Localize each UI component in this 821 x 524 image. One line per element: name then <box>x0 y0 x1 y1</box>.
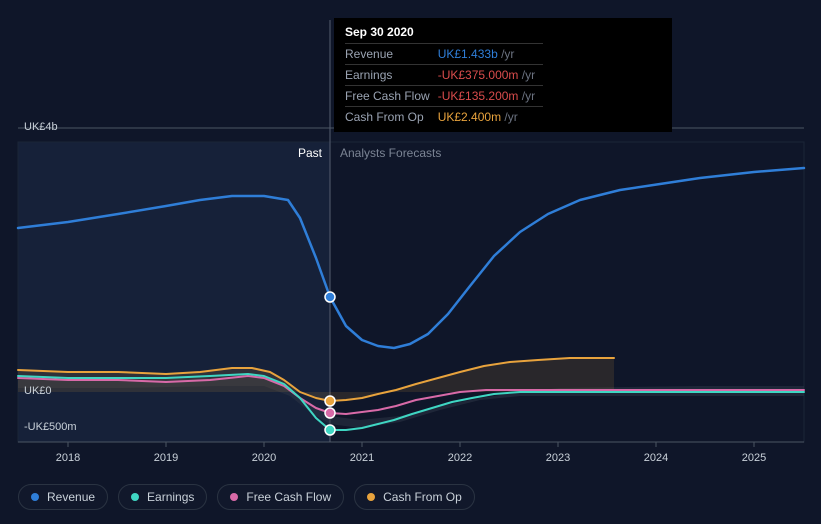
tooltip-row: RevenueUK£1.433b /yr <box>345 44 543 65</box>
legend-label: Free Cash Flow <box>246 490 331 504</box>
x-axis-label: 2025 <box>742 452 766 464</box>
financials-chart: Sep 30 2020 RevenueUK£1.433b /yrEarnings… <box>0 0 821 524</box>
x-axis-label: 2018 <box>56 452 80 464</box>
x-axis-label: 2023 <box>546 452 570 464</box>
legend-item[interactable]: Revenue <box>18 484 108 510</box>
legend-item[interactable]: Free Cash Flow <box>217 484 344 510</box>
tooltip-row: Cash From OpUK£2.400m /yr <box>345 107 543 128</box>
tooltip-row-label: Earnings <box>345 65 438 86</box>
chart-legend: Revenue Earnings Free Cash Flow Cash From O… <box>18 484 475 510</box>
x-axis-label: 2020 <box>252 452 276 464</box>
chart-tooltip: Sep 30 2020 RevenueUK£1.433b /yrEarnings… <box>334 18 672 132</box>
legend-label: Earnings <box>147 490 194 504</box>
legend-label: Cash From Op <box>383 490 462 504</box>
tooltip-row-value: UK£2.400m /yr <box>438 107 543 128</box>
y-axis-label: UK£0 <box>24 385 52 397</box>
section-label-forecast: Analysts Forecasts <box>340 146 441 160</box>
tooltip-row-label: Cash From Op <box>345 107 438 128</box>
x-axis-label: 2019 <box>154 452 178 464</box>
y-axis-label: -UK£500m <box>24 421 77 433</box>
legend-dot-icon <box>31 493 39 501</box>
tooltip-row-value: -UK£135.200m /yr <box>438 86 543 107</box>
legend-dot-icon <box>131 493 139 501</box>
tooltip-date: Sep 30 2020 <box>345 25 661 39</box>
tooltip-row: Earnings-UK£375.000m /yr <box>345 65 543 86</box>
tooltip-row-value: -UK£375.000m /yr <box>438 65 543 86</box>
tooltip-row-value: UK£1.433b /yr <box>438 44 543 65</box>
legend-label: Revenue <box>47 490 95 504</box>
legend-item[interactable]: Earnings <box>118 484 207 510</box>
legend-dot-icon <box>367 493 375 501</box>
y-axis-label: UK£4b <box>24 121 58 133</box>
tooltip-row: Free Cash Flow-UK£135.200m /yr <box>345 86 543 107</box>
legend-dot-icon <box>230 493 238 501</box>
x-axis-label: 2024 <box>644 452 668 464</box>
x-axis-label: 2022 <box>448 452 472 464</box>
section-label-past: Past <box>298 146 322 160</box>
tooltip-row-label: Revenue <box>345 44 438 65</box>
x-axis-label: 2021 <box>350 452 374 464</box>
tooltip-table: RevenueUK£1.433b /yrEarnings-UK£375.000m… <box>345 43 543 127</box>
legend-item[interactable]: Cash From Op <box>354 484 475 510</box>
tooltip-row-label: Free Cash Flow <box>345 86 438 107</box>
